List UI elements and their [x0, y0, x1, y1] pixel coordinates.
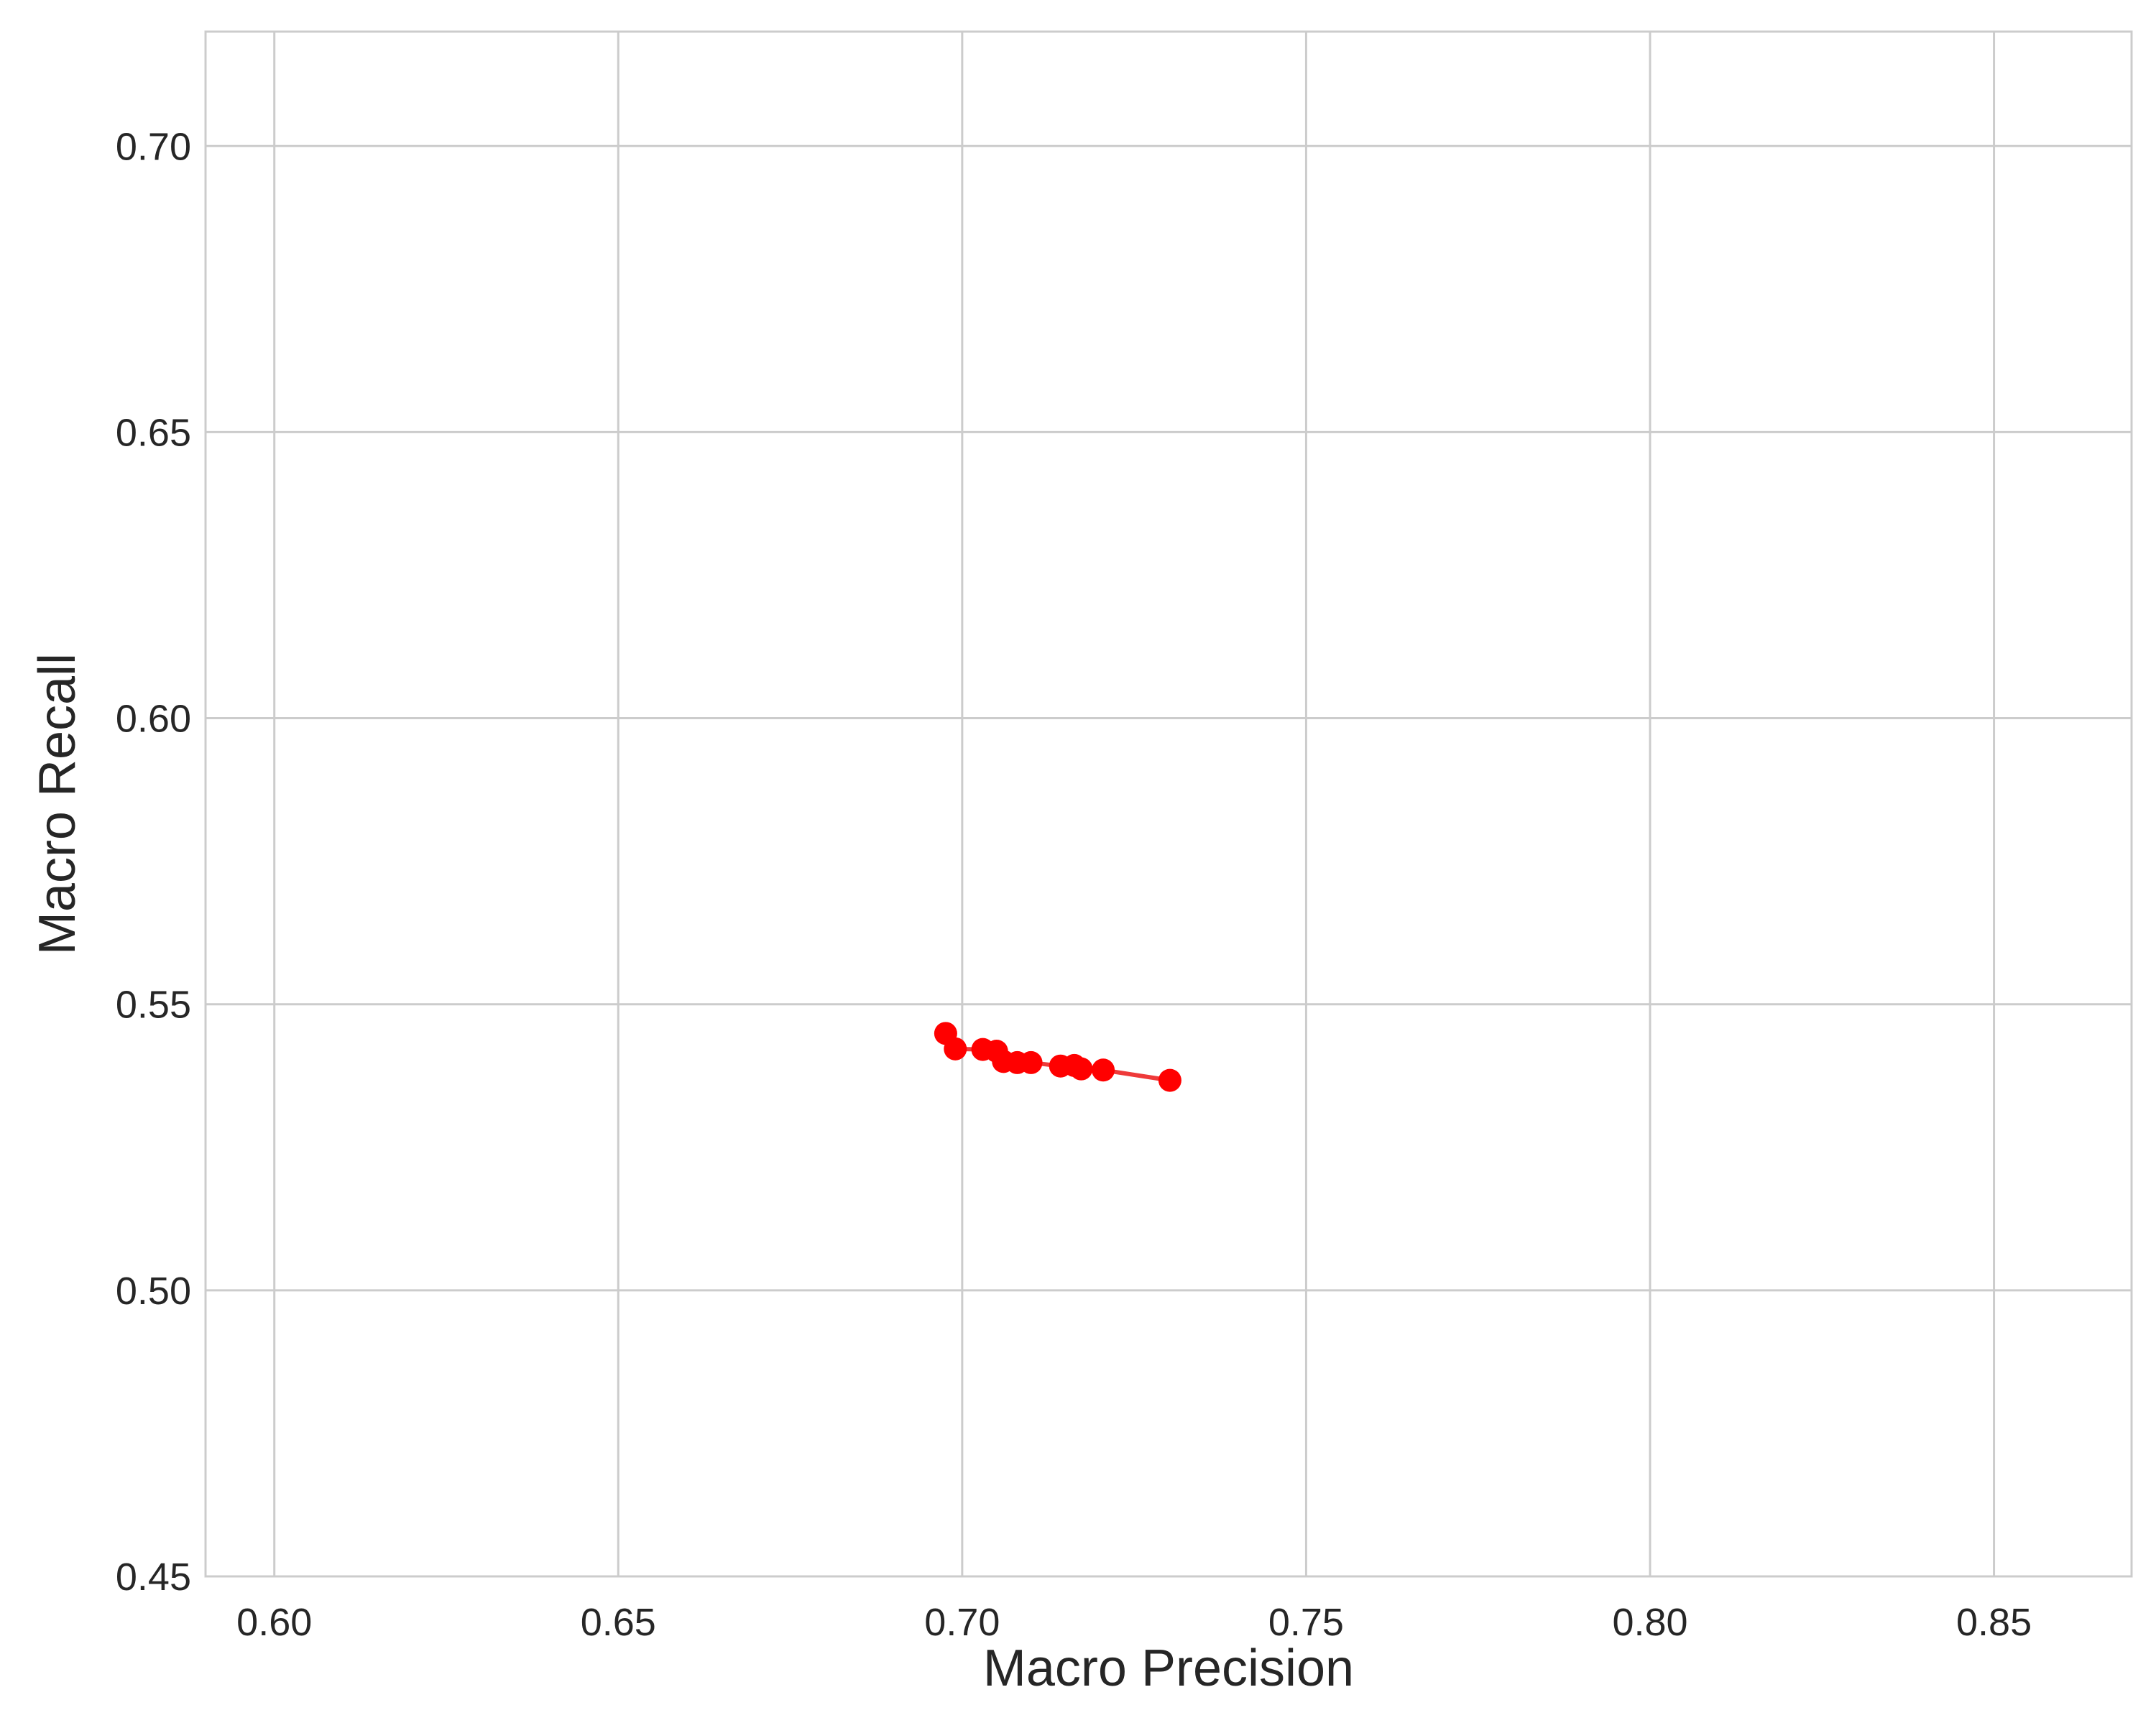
y-axis-label: Macro Recall — [29, 653, 86, 955]
y-tick-label: 0.45 — [116, 1556, 191, 1599]
data-point — [1069, 1057, 1093, 1081]
x-tick-label: 0.65 — [581, 1601, 656, 1644]
data-point — [944, 1037, 967, 1061]
x-tick-label: 0.60 — [236, 1601, 312, 1644]
x-axis-label: Macro Precision — [983, 1640, 1354, 1697]
data-series — [934, 1022, 1181, 1092]
data-point — [1158, 1068, 1181, 1092]
plot-frame — [204, 30, 2133, 1578]
y-tick-label: 0.55 — [116, 984, 191, 1027]
x-tick-label: 0.85 — [1956, 1601, 2032, 1644]
y-tick-label: 0.60 — [116, 698, 191, 741]
data-point — [1019, 1050, 1043, 1074]
x-tick-label: 0.80 — [1612, 1601, 1687, 1644]
data-point — [1092, 1058, 1115, 1082]
y-tick-label: 0.65 — [116, 411, 191, 454]
y-tick-label: 0.50 — [116, 1270, 191, 1313]
y-tick-labels: 0.45 0.50 0.55 0.60 0.65 0.70 — [116, 125, 191, 1599]
y-tick-label: 0.70 — [116, 125, 191, 168]
x-tick-label: 0.70 — [924, 1601, 1000, 1644]
series — [934, 1022, 1181, 1092]
x-tick-label: 0.75 — [1268, 1601, 1344, 1644]
x-tick-labels: 0.60 0.65 0.70 0.75 0.80 0.85 — [236, 1601, 2032, 1644]
